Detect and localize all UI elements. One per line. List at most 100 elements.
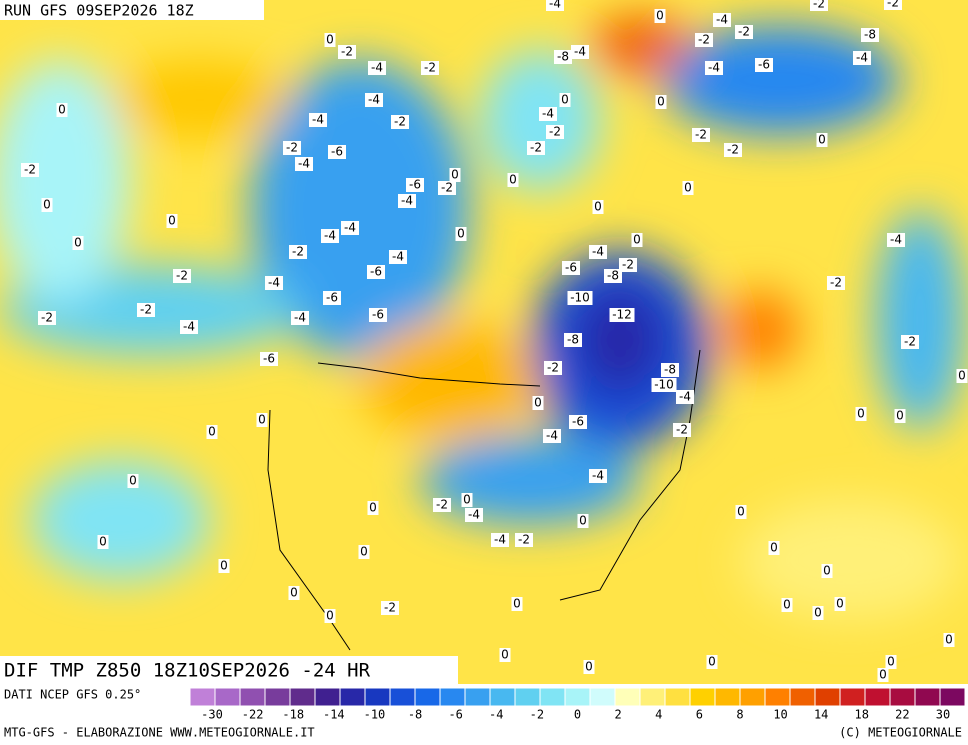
colorbar-tick-label: 30 xyxy=(936,708,950,722)
contour-label: -12 xyxy=(612,308,632,322)
contour-label-bg xyxy=(655,95,667,109)
contour-label-bg xyxy=(631,233,643,247)
color-swatch xyxy=(789,687,816,707)
contour-label: 0 xyxy=(945,633,953,647)
contour-label-bg xyxy=(956,369,968,383)
contour-label-bg xyxy=(539,107,557,121)
contour-label-bg xyxy=(324,609,336,623)
contour-label-bg xyxy=(21,163,39,177)
color-swatch xyxy=(214,687,241,707)
contour-label: -4 xyxy=(546,429,558,443)
contour-label: -2 xyxy=(904,335,916,349)
contour-label: -4 xyxy=(268,276,280,290)
contour-label: 0 xyxy=(879,668,887,682)
contour-label: -6 xyxy=(370,265,382,279)
colorbar-tick-label: 18 xyxy=(855,708,869,722)
contour-label-bg xyxy=(324,33,336,47)
contour-label-bg xyxy=(323,291,341,305)
color-swatch xyxy=(414,687,441,707)
contour-label: 0 xyxy=(814,606,822,620)
colorbar: -30 -22 -18 -14 -10 -8 -6 -4 -2 0 2 4 6 8 10 14 18 22 30 xyxy=(189,687,966,722)
contour-label-bg xyxy=(695,33,713,47)
contour-label: 0 xyxy=(99,535,107,549)
contour-label-bg xyxy=(166,214,178,228)
contour-label-bg xyxy=(289,245,307,259)
color-swatch xyxy=(589,687,616,707)
contour-label-bg xyxy=(943,633,955,647)
contour-label: 0 xyxy=(657,95,665,109)
contour-label-bg xyxy=(592,200,604,214)
contour-label-bg xyxy=(768,541,780,555)
contour-label: -4 xyxy=(679,390,691,404)
contour-label-bg xyxy=(137,303,155,317)
contour-label: -2 xyxy=(441,181,453,195)
contour-label-bg xyxy=(369,308,387,322)
contour-label: -4 xyxy=(371,61,383,75)
contour-label-bg xyxy=(569,415,587,429)
color-swatch xyxy=(864,687,891,707)
contour-label: 0 xyxy=(326,609,334,623)
contour-label-bg xyxy=(511,597,523,611)
color-swatch xyxy=(664,687,691,707)
contour-label: 0 xyxy=(684,181,692,195)
contour-label-bg xyxy=(609,308,635,322)
contour-label-bg xyxy=(816,133,828,147)
contour-label-bg xyxy=(682,181,694,195)
contour-label: 0 xyxy=(168,214,176,228)
contour-label: -4 xyxy=(183,320,195,334)
contour-label-bg xyxy=(827,276,845,290)
contour-label: -2 xyxy=(384,601,396,615)
contour-label: 0 xyxy=(220,559,228,573)
color-swatch xyxy=(364,687,391,707)
contour-label-bg xyxy=(554,50,572,64)
color-swatch xyxy=(939,687,966,707)
contour-label-bg xyxy=(180,320,198,334)
contour-label: 0 xyxy=(887,655,895,669)
contour-label: -2 xyxy=(518,533,530,547)
color-swatch xyxy=(514,687,541,707)
contour-label: -2 xyxy=(738,25,750,39)
contour-labels: 0-2-4 -2-4-2-4-2 -6-4-6 -2-4-4-4-4-6-2-4-6-… xyxy=(0,0,968,682)
contour-label-bg xyxy=(465,508,483,522)
contour-label: -4 xyxy=(716,13,728,27)
contour-label-bg xyxy=(543,429,561,443)
color-swatch xyxy=(564,687,591,707)
contour-label-bg xyxy=(97,535,109,549)
colorbar-tick-label: -22 xyxy=(242,708,264,722)
contour-label: 0 xyxy=(857,407,865,421)
contour-label: -4 xyxy=(294,311,306,325)
contour-label: -4 xyxy=(401,194,413,208)
contour-label: 0 xyxy=(770,541,778,555)
contour-label-bg xyxy=(735,25,753,39)
colorbar-tick-label: 4 xyxy=(655,708,662,722)
contour-label-bg xyxy=(391,115,409,129)
contour-label-bg xyxy=(321,229,339,243)
contour-label: 0 xyxy=(534,396,542,410)
color-swatch xyxy=(314,687,341,707)
contour-label-bg xyxy=(173,269,191,283)
field-title: DIF TMP Z850 18Z10SEP2026 -24 HR xyxy=(4,660,371,682)
colorbar-tick-label: 10 xyxy=(773,708,787,722)
contour-label-bg xyxy=(291,311,309,325)
contour-label: -8 xyxy=(607,269,619,283)
contour-label: 0 xyxy=(457,227,465,241)
contour-label: -4 xyxy=(392,250,404,264)
contour-label: -4 xyxy=(494,533,506,547)
contour-label: -4 xyxy=(368,93,380,107)
contour-label: -2 xyxy=(286,141,298,155)
colorbar-tick-label: 14 xyxy=(814,708,828,722)
contour-label-bg xyxy=(559,93,571,107)
contour-label-bg xyxy=(406,178,424,192)
contour-label-bg xyxy=(367,265,385,279)
contour-label-bg xyxy=(127,474,139,488)
border-line xyxy=(317,362,541,387)
coastline xyxy=(559,349,701,601)
contour-label: -4 xyxy=(549,0,561,11)
contour-label: -2 xyxy=(341,45,353,59)
contour-label-bg xyxy=(338,45,356,59)
contour-label-bg xyxy=(491,533,509,547)
contour-label: -6 xyxy=(572,415,584,429)
contour-label-bg xyxy=(544,361,562,375)
contour-label: 0 xyxy=(290,586,298,600)
contour-label: -2 xyxy=(695,128,707,142)
